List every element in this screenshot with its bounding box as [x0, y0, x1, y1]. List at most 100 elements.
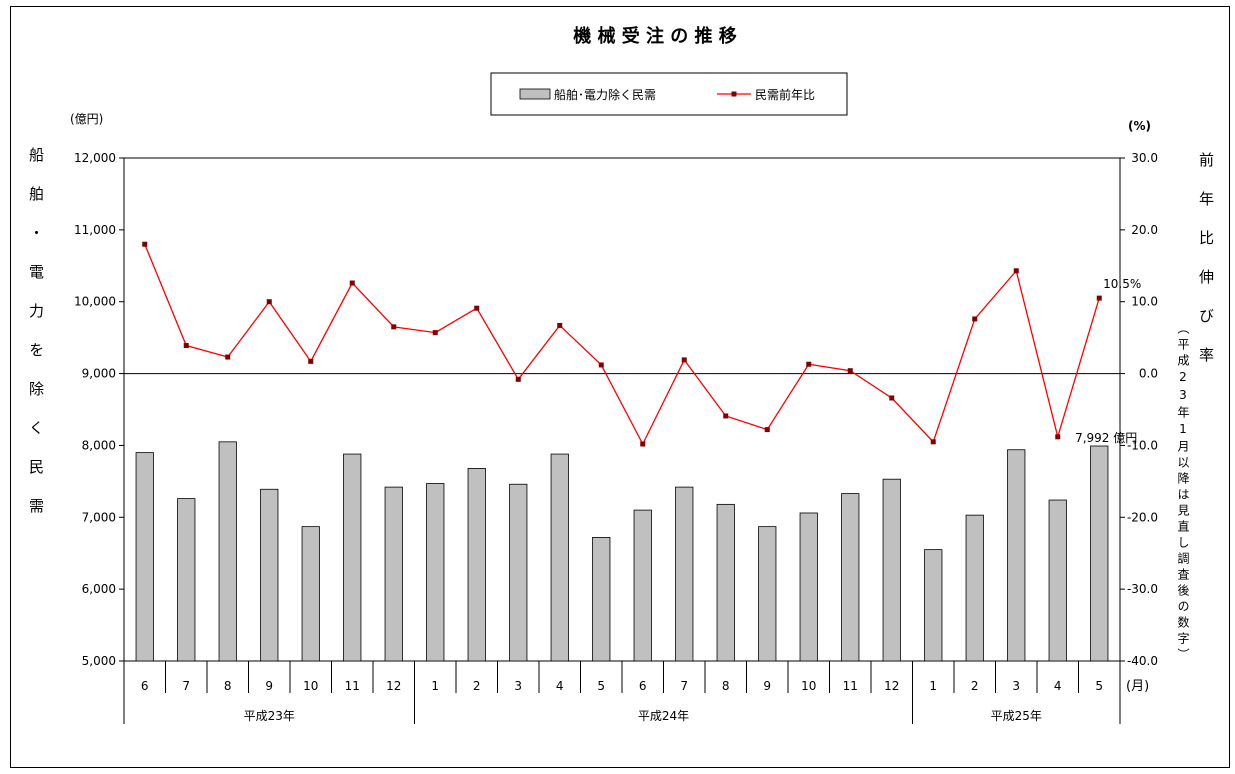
- right-axis-tick-label: -20.0: [1127, 510, 1158, 524]
- growth-point: [806, 361, 812, 367]
- left-axis-tick-label: 12,000: [74, 151, 116, 165]
- bar: [1007, 449, 1026, 662]
- category-label: 12: [386, 679, 401, 693]
- growth-point: [391, 324, 397, 330]
- growth-point: [640, 441, 646, 447]
- legend-line-label: 民需前年比: [755, 87, 815, 102]
- right-axis-tick-label: -30.0: [1127, 582, 1158, 596]
- category-label: 4: [556, 679, 564, 693]
- left-axis-tick-label: 5,000: [82, 654, 116, 668]
- last-line-annotation: 10.5%: [1103, 277, 1141, 291]
- plot-area: 5,000 6,000 7,000 8,000 9,000 10,000 11,000 12,…: [74, 151, 1158, 724]
- left-axis-tick-label: 10,000: [74, 295, 116, 309]
- legend-bar-swatch: [519, 88, 551, 100]
- chart-frame: [10, 6, 1230, 768]
- category-label: 1: [431, 679, 439, 693]
- bar: [550, 453, 569, 662]
- growth-point: [266, 299, 272, 305]
- growth-line: [144, 243, 1100, 446]
- category-label: 12: [884, 679, 899, 693]
- growth-point: [142, 241, 148, 247]
- growth-point: [308, 358, 314, 364]
- left-axis-title: 船舶・電力を除く民需: [27, 147, 45, 537]
- right-axis-tick-label: 0.0: [1139, 367, 1158, 381]
- bar: [633, 509, 652, 662]
- year-label: 平成24年: [638, 709, 689, 723]
- category-label: 7: [680, 679, 688, 693]
- category-label: 2: [473, 679, 481, 693]
- growth-point: [847, 368, 853, 374]
- left-axis-unit: (億円): [70, 112, 103, 126]
- growth-point: [183, 343, 189, 349]
- growth-point: [1096, 295, 1102, 301]
- left-axis-tick-label: 7,000: [82, 510, 116, 524]
- category-label: 6: [639, 679, 647, 693]
- bar: [426, 483, 445, 662]
- bar: [799, 512, 818, 662]
- right-axis-tick-label: -10.0: [1127, 438, 1158, 452]
- category-label: 9: [265, 679, 273, 693]
- growth-point: [681, 357, 687, 363]
- bar: [924, 549, 943, 662]
- growth-point: [1055, 434, 1061, 440]
- right-axis-tick-label: -40.0: [1127, 654, 1158, 668]
- category-label: 11: [843, 679, 858, 693]
- bar: [301, 526, 320, 662]
- bar: [965, 514, 984, 662]
- category-label: 6: [141, 679, 149, 693]
- bar: [218, 441, 237, 662]
- growth-point: [474, 305, 480, 311]
- x-axis-unit: (月): [1126, 679, 1149, 694]
- year-label: 平成25年: [991, 709, 1042, 723]
- growth-point: [598, 362, 604, 368]
- bar: [384, 486, 403, 662]
- bar: [882, 478, 901, 662]
- legend-line-marker: [731, 91, 737, 97]
- category-label: 3: [1012, 679, 1020, 693]
- bar: [260, 488, 279, 662]
- bar: [1090, 445, 1109, 662]
- bar: [509, 483, 528, 662]
- growth-point: [723, 413, 729, 419]
- growth-point: [764, 427, 770, 433]
- bar: [177, 498, 196, 662]
- growth-point: [515, 376, 521, 382]
- growth-point: [432, 330, 438, 336]
- category-label: 8: [224, 679, 232, 693]
- category-label: 1: [929, 679, 937, 693]
- category-label: 11: [345, 679, 360, 693]
- category-label: 5: [1095, 679, 1103, 693]
- growth-point: [225, 354, 231, 360]
- right-axis-title: 前年比伸び率: [1197, 152, 1215, 386]
- left-axis-tick-label: 9,000: [82, 367, 116, 381]
- bar: [1048, 499, 1067, 662]
- chart-title: 機 械 受 注 の 推 移: [573, 25, 737, 47]
- category-label: 10: [801, 679, 816, 693]
- left-axis-tick-label: 11,000: [74, 223, 116, 237]
- right-axis-tick-label: 10.0: [1131, 295, 1158, 309]
- right-axis-note: （平成23年1月以降は見直し調査後の数字）: [1176, 322, 1190, 664]
- right-axis-tick-label: 30.0: [1131, 151, 1158, 165]
- growth-point: [349, 280, 355, 286]
- category-label: 5: [597, 679, 605, 693]
- growth-point: [930, 439, 936, 445]
- bar: [467, 468, 486, 662]
- bar: [841, 493, 860, 662]
- category-label: 4: [1054, 679, 1062, 693]
- last-bar-annotation: 7,992 億円: [1075, 431, 1137, 445]
- category-label: 3: [514, 679, 522, 693]
- left-axis-tick-label: 6,000: [82, 582, 116, 596]
- category-label: 7: [182, 679, 190, 693]
- category-label: 9: [763, 679, 771, 693]
- bar: [675, 486, 694, 662]
- category-label: 10: [303, 679, 318, 693]
- growth-point: [1013, 268, 1019, 274]
- category-label: 2: [971, 679, 979, 693]
- left-axis-tick-label: 8,000: [82, 438, 116, 452]
- category-label: 8: [722, 679, 730, 693]
- growth-point: [972, 316, 978, 322]
- year-label: 平成23年: [244, 709, 295, 723]
- bar: [758, 526, 777, 662]
- bar: [135, 452, 154, 662]
